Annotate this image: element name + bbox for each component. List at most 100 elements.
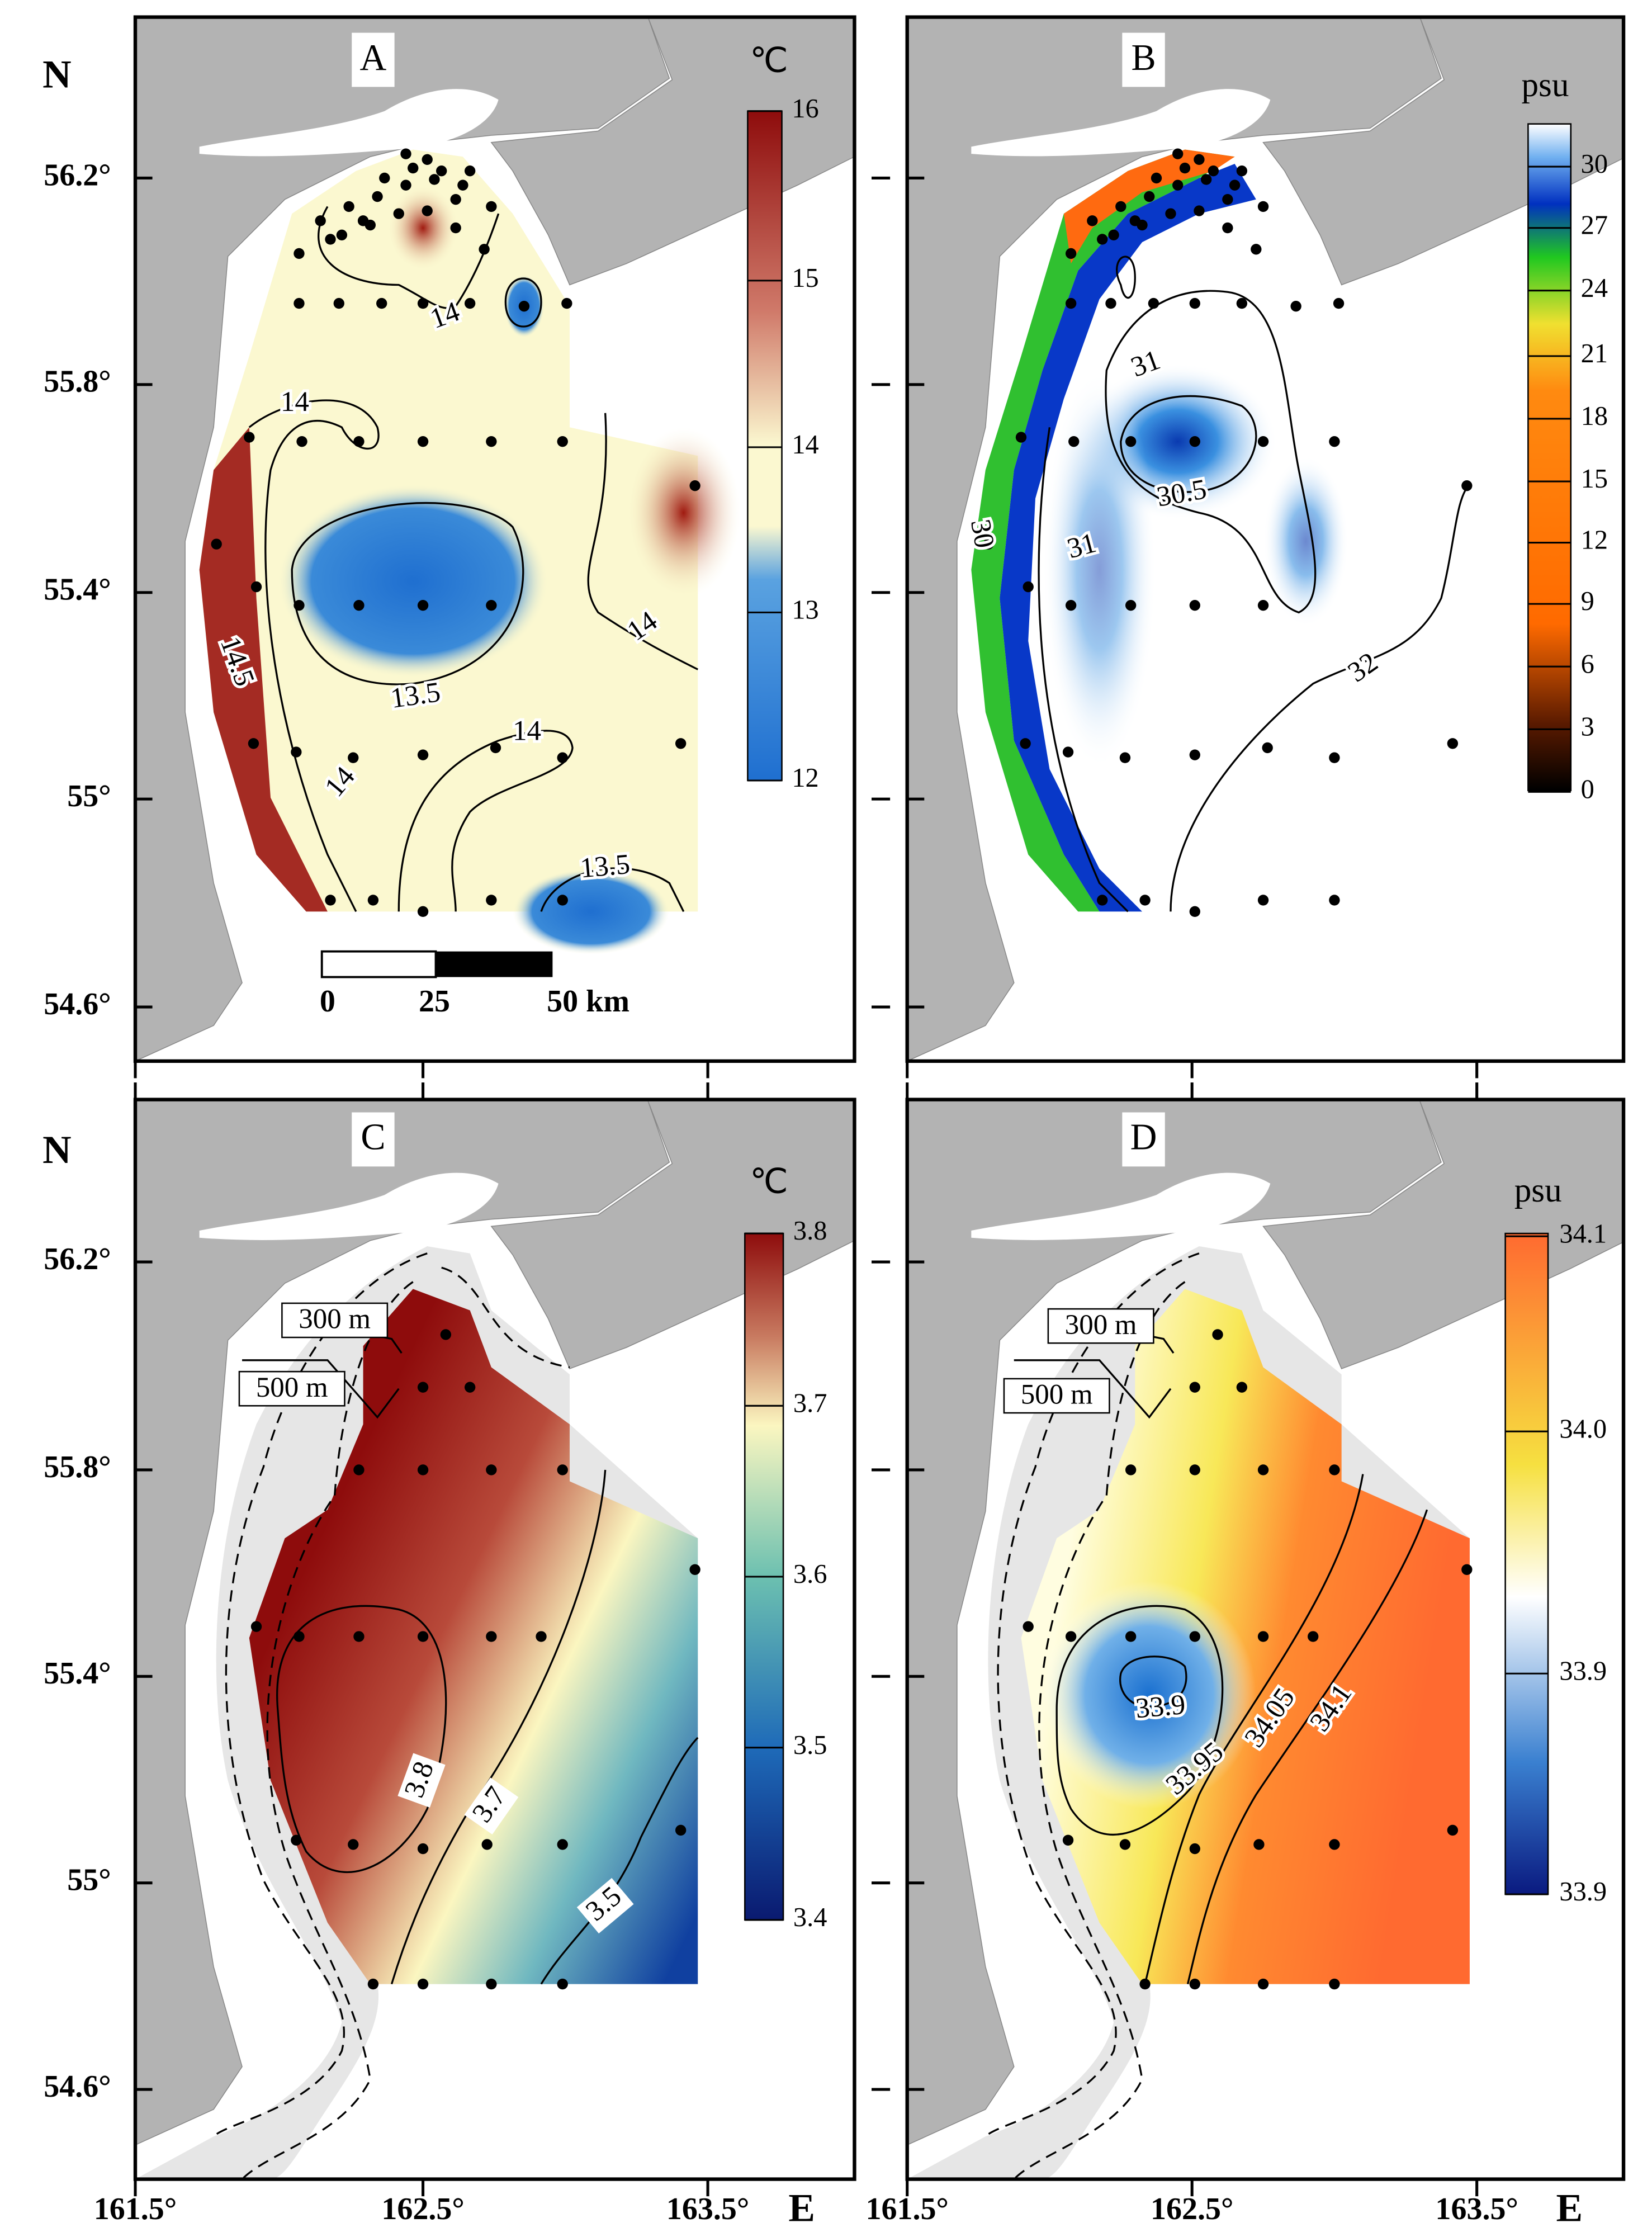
panel-c [135,1099,855,2179]
colorbar-tick-label: 13 [792,595,818,625]
station [1125,1464,1137,1475]
depth-label-box [1003,1378,1110,1414]
station [1308,1631,1319,1642]
station [1329,752,1340,763]
scale-label: 25 [419,984,450,1019]
station [1253,1839,1265,1850]
isobath [1013,1281,1186,2179]
station [486,436,497,447]
station [348,1839,359,1850]
station [1257,895,1269,906]
station [379,172,390,184]
scale-label: 0 [320,984,335,1019]
lat-label: 56.2° [44,1242,111,1276]
east-label: E [788,2186,815,2230]
station [417,1843,429,1855]
lat-label: 55.4° [44,1656,111,1691]
station [1194,154,1205,165]
colorbar-tick-label: 15 [1581,464,1608,494]
station [1447,738,1459,749]
contour [397,730,574,912]
station [1257,201,1269,212]
blue-strip [1000,163,1256,912]
station [1189,749,1200,760]
station [408,162,419,174]
station [1068,436,1080,447]
scale-label: 50 km [547,984,629,1019]
east-label: E [1556,2186,1583,2230]
colorbar-tick-label: 33.9 [1559,1877,1607,1907]
station [417,1631,429,1642]
station [417,1382,429,1393]
colorbar-tick-label: 27 [1581,211,1608,240]
station [294,297,305,309]
station [557,1464,568,1475]
station [333,297,344,309]
station [1290,301,1301,312]
contour [248,399,380,912]
station [400,179,411,191]
station [486,1978,497,1990]
station [417,906,429,917]
frame [905,1098,1626,2181]
lon-label: 163.5° [1435,2192,1518,2226]
station [561,297,572,309]
station [486,895,497,906]
panel-label: B [1131,37,1156,78]
panel-label-box [352,1112,395,1167]
station [1222,222,1233,234]
contour [1186,1509,1428,1984]
station [400,148,411,159]
panel-d [907,1099,1624,2179]
station [450,193,461,205]
station [1129,215,1140,226]
contour-label: 14 [513,716,541,747]
depth-label-box [281,1302,389,1339]
station [1062,1834,1074,1846]
station [1151,172,1162,184]
depth-label: 300 m [299,1304,371,1335]
station [1257,1464,1269,1475]
lat-label: 55.8° [44,365,111,399]
warm-core [387,185,459,271]
station [1065,297,1077,309]
station [1189,906,1200,917]
colorbar-tick-label: 15 [792,263,818,293]
contour-label: 13.5 [579,849,631,885]
brackish-strip [1063,149,1235,264]
contours [212,1252,699,2179]
station [1189,1631,1200,1642]
station [1236,1382,1248,1393]
station [1189,1382,1200,1393]
panel-label: D [1130,1117,1157,1158]
colorbar-tick-label: 21 [1581,339,1608,368]
colorbar-tick-label: 0 [1581,774,1594,804]
station [294,248,305,259]
stations [250,1329,700,1990]
station [1208,165,1219,177]
station [291,1834,302,1846]
stations [211,148,700,917]
colorbar-tick-label: 33.9 [1559,1656,1607,1686]
colorbar-tick-label: 3.5 [793,1730,827,1760]
colorbar-tick-label: 3.4 [793,1903,827,1932]
station [1189,1843,1200,1855]
station [1200,174,1212,185]
colorbar-tick-label: 14 [792,430,818,460]
station [486,1464,497,1475]
station [983,538,994,550]
colorbar-unit: psu [1514,1172,1562,1209]
station [1257,436,1269,447]
station [457,179,468,191]
contour-label-box [397,1753,446,1808]
lon-label: 161.5° [865,2192,948,2226]
colorbar-tick-label: 3 [1581,712,1594,741]
station [244,432,255,443]
lon-label: 161.5° [94,2192,177,2226]
depth-label-box [238,1370,345,1407]
contour [1170,483,1471,912]
low-salinity-core [1042,1581,1256,1809]
isobath [441,1266,570,1369]
station [1329,436,1340,447]
station [1262,742,1273,754]
